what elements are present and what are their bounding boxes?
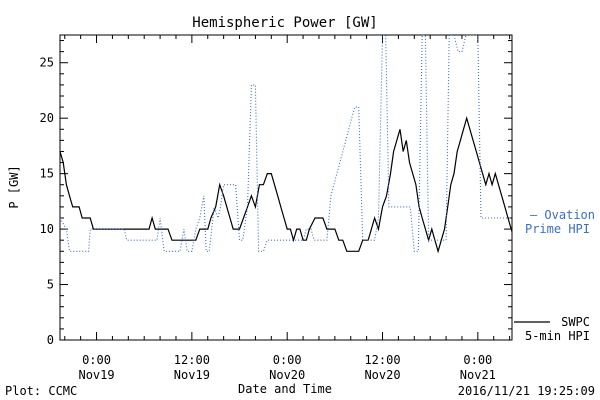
legend-swpc-line1: SWPC bbox=[561, 315, 590, 329]
y-tick-label: 25 bbox=[40, 56, 54, 70]
legend-ovation-line1: — Ovation bbox=[530, 208, 595, 222]
legend-swpc-line2: 5-min HPI bbox=[525, 329, 590, 343]
x-tick-label-date: Nov19 bbox=[78, 368, 114, 382]
y-tick-label: 0 bbox=[47, 333, 54, 347]
footer-plot-credit: Plot: CCMC bbox=[5, 384, 77, 398]
y-tick-label: 15 bbox=[40, 167, 54, 181]
x-tick-label-time: 12:00 bbox=[174, 353, 210, 367]
x-axis: 0:00Nov1912:00Nov190:00Nov2012:00Nov200:… bbox=[64, 35, 511, 382]
x-tick-label-date: Nov21 bbox=[460, 368, 496, 382]
x-tick-label-time: 0:00 bbox=[273, 353, 302, 367]
y-axis: 0 5 10 15 20 25 bbox=[40, 40, 512, 347]
x-tick-label-date: Nov19 bbox=[174, 368, 210, 382]
y-tick-label: 10 bbox=[40, 222, 54, 236]
y-tick-label: 20 bbox=[40, 111, 54, 125]
chart-title: Hemispheric Power [GW] bbox=[192, 15, 377, 31]
x-tick-label-time: 0:00 bbox=[463, 353, 492, 367]
x-axis-label: Date and Time bbox=[238, 382, 332, 396]
x-tick-label-time: 0:00 bbox=[82, 353, 111, 367]
x-tick-label-date: Nov20 bbox=[269, 368, 305, 382]
series-swpc-line bbox=[60, 116, 512, 254]
series-group bbox=[60, 35, 512, 254]
series-ovation-prime-line bbox=[60, 35, 512, 252]
plot-frame bbox=[59, 34, 513, 341]
x-tick-label-date: Nov20 bbox=[364, 368, 400, 382]
legend-ovation-line2: Prime HPI bbox=[525, 222, 590, 236]
y-axis-label: P [GW] bbox=[7, 165, 21, 208]
footer-timestamp: 2016/11/21 19:25:09 bbox=[458, 384, 595, 398]
y-tick-label: 5 bbox=[47, 278, 54, 292]
x-tick-label-time: 12:00 bbox=[364, 353, 400, 367]
